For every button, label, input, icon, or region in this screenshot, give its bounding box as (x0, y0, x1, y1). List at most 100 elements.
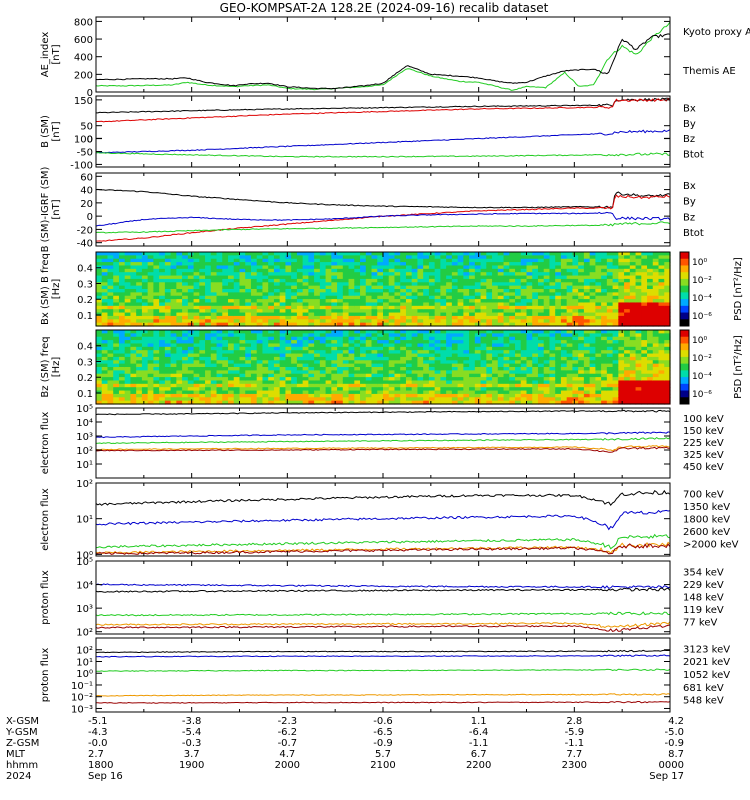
spectrogram-cell (273, 356, 281, 361)
spectrogram-cell (515, 350, 522, 355)
spectrogram-cell (469, 262, 476, 267)
spectrogram-cell (652, 278, 660, 283)
spectrogram-cell (159, 255, 166, 260)
spectrogram-cell (509, 309, 516, 314)
spectrogram-cell (486, 397, 493, 402)
spectrogram-cell (388, 393, 396, 398)
spectrogram-cell (228, 282, 235, 287)
spectrogram-cell (147, 380, 154, 385)
spectrogram-cell (629, 282, 637, 287)
spectrogram-cell (348, 275, 355, 280)
y-tick-label: -50 (77, 148, 93, 159)
spectrogram-cell (239, 312, 246, 317)
spectrogram-cell (629, 383, 637, 388)
spectrogram-cell (124, 393, 132, 398)
spectrogram-cell (451, 315, 459, 320)
spectrogram-cell (228, 393, 235, 398)
spectrogram-cell (601, 367, 608, 371)
spectrogram-cell (141, 292, 149, 297)
spectrogram-cell (377, 252, 384, 256)
spectrogram-cell (170, 360, 177, 365)
series-line-77-kev (95, 587, 671, 593)
spectrogram-cell (153, 387, 160, 392)
spectrogram-cell (606, 255, 614, 260)
spectrogram-cell (641, 360, 648, 365)
spectrogram-cell (560, 367, 568, 371)
spectrogram-cell (113, 383, 120, 388)
spectrogram-cell (388, 305, 396, 310)
spectrogram-cell (405, 356, 413, 361)
spectrogram-cell (497, 275, 505, 280)
spectrogram-cell (210, 282, 218, 287)
spectrogram-cell (348, 350, 355, 355)
spectrogram-cell (503, 400, 510, 405)
spectrogram-cell (492, 268, 499, 273)
spectrogram-cell (589, 319, 596, 324)
spectrogram-cell (130, 262, 137, 267)
spectrogram-cell (492, 360, 499, 365)
spectrogram-cell (537, 390, 545, 395)
spectrogram-cell (440, 353, 447, 358)
series-line-325-kev (95, 445, 671, 452)
spectrogram-cell (388, 370, 396, 375)
spectrogram-cell (474, 319, 482, 324)
spectrogram-cell (239, 377, 246, 382)
spectrogram-cell (583, 336, 591, 341)
spectrogram-cell (612, 393, 619, 398)
spectrogram-cell (423, 272, 430, 277)
spectrogram-cell (400, 255, 407, 260)
spectrogram-cell (147, 315, 154, 320)
spectrogram-cell (233, 252, 241, 256)
spectrogram-cell (509, 353, 516, 358)
spectrogram-cell (239, 383, 246, 388)
spectrogram-cell (377, 268, 384, 273)
spectrogram-cell (618, 302, 625, 307)
spectrogram-cell (463, 319, 470, 324)
spectrogram-cell (176, 302, 183, 307)
spectrogram-cell (405, 350, 413, 355)
spectrogram-cell (658, 370, 665, 375)
spectrogram-cell (193, 333, 200, 338)
spectrogram-cell (601, 262, 608, 267)
spectrogram-cell (325, 330, 332, 334)
spectrogram-cell (118, 353, 126, 358)
spectrogram-cell (130, 380, 137, 385)
spectrogram-cell (595, 370, 602, 375)
spectrogram-cell (549, 380, 556, 385)
spectrogram-cell (279, 262, 287, 267)
spectrogram-cell (601, 377, 608, 382)
spectrogram-cell (262, 393, 269, 398)
spectrogram-cell (549, 367, 556, 371)
spectrogram-cell (331, 397, 338, 402)
spectrogram-cell (480, 299, 487, 304)
spectrogram-cell (578, 302, 585, 307)
spectrogram-cell (147, 330, 154, 334)
spectrogram-cell (273, 383, 281, 388)
spectrogram-cell (589, 397, 596, 402)
spectrogram-cell (279, 282, 287, 287)
spectrogram-cell (325, 377, 332, 382)
legend-entry: 3123 keV (683, 644, 730, 655)
spectrogram-cell (388, 373, 396, 378)
spectrogram-cell (543, 397, 551, 402)
spectrogram-cell (560, 268, 568, 273)
spectrogram-cell (245, 373, 252, 378)
spectrogram-cell (428, 370, 436, 375)
spectrogram-cell (526, 309, 533, 314)
spectrogram-cell (365, 343, 373, 348)
spectrogram-cell (187, 258, 195, 263)
spectrogram-cell (153, 370, 160, 375)
spectrogram-cell (291, 400, 298, 405)
spectrogram-cell (325, 370, 332, 375)
spectrogram-cell (515, 278, 522, 283)
spectrogram-cell (331, 319, 338, 324)
spectrogram-cell (411, 268, 419, 273)
spectrogram-cell (285, 356, 292, 361)
spectrogram-cell (537, 305, 545, 310)
spectrogram-cell (532, 340, 539, 345)
spectrogram-cell (262, 363, 269, 368)
orbit-cell: 5.7 (375, 749, 391, 760)
spectrogram-cell (509, 333, 516, 338)
spectrogram-cell (141, 380, 149, 385)
